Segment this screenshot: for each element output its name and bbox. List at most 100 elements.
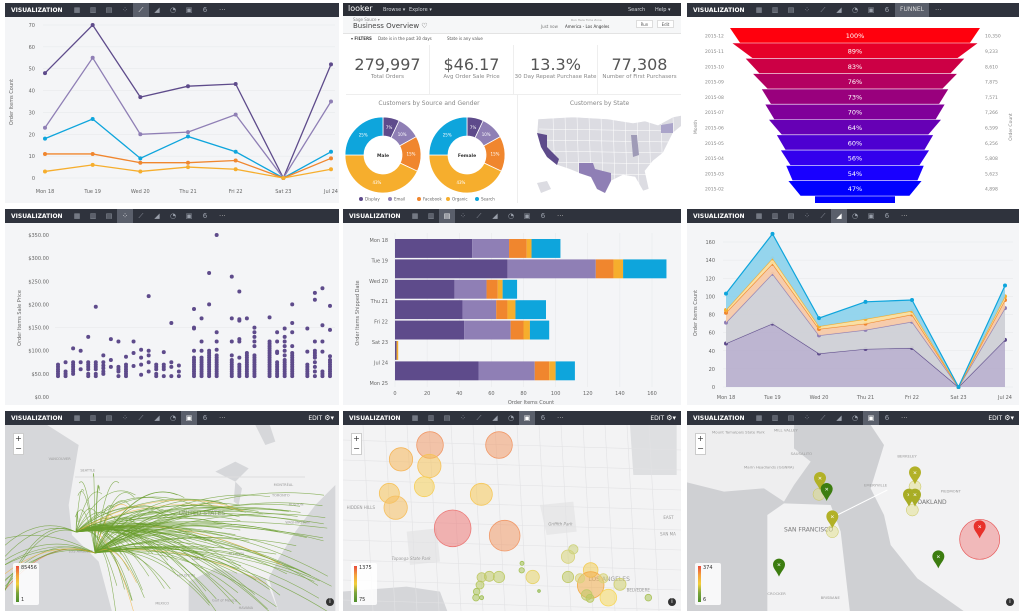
table-icon[interactable]: ▦	[73, 414, 81, 422]
zoom-in-button[interactable]: +	[697, 434, 704, 443]
single-value-icon[interactable]: 6	[540, 212, 546, 220]
bar-chart-icon[interactable]: ▤	[443, 414, 451, 422]
single-value-icon[interactable]: 6	[202, 414, 208, 422]
edit-button[interactable]: Edit	[657, 20, 674, 28]
table-icon[interactable]: ▦	[755, 212, 763, 220]
more-options-icon[interactable]: ···	[934, 6, 942, 14]
map-icon[interactable]: ▣	[185, 212, 193, 220]
column-chart-icon[interactable]: ▥	[89, 6, 97, 14]
table-icon[interactable]: ▦	[755, 6, 763, 14]
more-options-icon[interactable]: ···	[557, 414, 564, 422]
area-chart-icon[interactable]: ◢	[492, 414, 498, 422]
gear-icon[interactable]: ⚙▾	[1004, 414, 1014, 422]
info-icon[interactable]: i	[326, 598, 334, 606]
map-icon[interactable]: ▣	[863, 411, 879, 425]
more-options-icon[interactable]: ···	[557, 212, 564, 220]
filters-toggle[interactable]: ▾ FILTERS	[351, 36, 372, 41]
scatter-icon[interactable]: ⁘	[804, 6, 810, 14]
visualization-toggle[interactable]: VISUALIZATION	[349, 212, 401, 220]
column-chart-icon[interactable]: ▥	[89, 212, 97, 220]
line-chart-icon[interactable]: ⟋	[138, 211, 144, 220]
line-chart-icon[interactable]: ⟋	[820, 211, 826, 220]
map-icon[interactable]: ▣	[523, 212, 531, 220]
visualization-toggle[interactable]: VISUALIZATION	[11, 414, 63, 422]
single-value-icon[interactable]: 6	[884, 6, 890, 14]
table-icon[interactable]: ▦	[73, 212, 81, 220]
column-chart-icon[interactable]: ▥	[771, 414, 779, 422]
help-menu[interactable]: Help ▾	[655, 7, 671, 13]
info-icon[interactable]: i	[1006, 598, 1014, 606]
visualization-toggle[interactable]: VISUALIZATION	[693, 212, 745, 220]
browse-menu[interactable]: Browse ▾	[383, 7, 406, 13]
pie-chart-icon[interactable]: ◔	[507, 212, 515, 220]
pie-chart-icon[interactable]: ◔	[507, 414, 515, 422]
map-icon[interactable]: ▣	[185, 6, 193, 14]
zoom-in-button[interactable]: +	[15, 434, 22, 443]
line-chart-icon[interactable]: ⟋	[820, 5, 826, 14]
edit-settings-button[interactable]: EDIT	[308, 414, 323, 422]
run-button[interactable]: Run	[636, 20, 653, 28]
pie-chart-icon[interactable]: ◔	[851, 212, 859, 220]
edit-settings-button[interactable]: EDIT	[650, 414, 665, 422]
more-options-icon[interactable]: ···	[219, 212, 226, 220]
visualization-toggle[interactable]: VISUALIZATION	[11, 6, 63, 14]
explore-menu[interactable]: Explore ▾	[409, 7, 432, 13]
visualization-toggle[interactable]: VISUALIZATION	[11, 212, 63, 220]
area-chart-icon[interactable]: ◢	[492, 212, 498, 220]
line-chart-icon[interactable]: ⟋	[476, 413, 482, 422]
bar-chart-icon[interactable]: ▤	[787, 6, 795, 14]
scatter-icon[interactable]: ⁘	[460, 212, 466, 220]
single-value-icon[interactable]: 6	[884, 414, 890, 422]
scatter-icon[interactable]: ⁘	[122, 414, 128, 422]
sf-pin-map[interactable]: Mount Tamalpais State Park MILL VALLEY Mar…	[687, 425, 1019, 611]
table-icon[interactable]: ▦	[411, 414, 419, 422]
zoom-out-button[interactable]: −	[15, 444, 22, 453]
table-icon[interactable]: ▦	[755, 414, 763, 422]
single-value-icon[interactable]: 6	[202, 6, 208, 14]
column-chart-icon[interactable]: ▥	[427, 414, 435, 422]
visualization-toggle[interactable]: VISUALIZATION	[693, 414, 745, 422]
pie-chart-icon[interactable]: ◔	[851, 414, 859, 422]
scatter-icon[interactable]: ⁘	[804, 212, 810, 220]
area-chart-icon[interactable]: ◢	[836, 6, 842, 14]
bar-chart-icon[interactable]: ▤	[787, 414, 795, 422]
map-icon[interactable]: ▣	[181, 411, 197, 425]
more-options-icon[interactable]: ···	[219, 414, 226, 422]
pie-chart-icon[interactable]: ◔	[169, 6, 177, 14]
single-value-icon[interactable]: 6	[884, 212, 890, 220]
pie-chart-icon[interactable]: ◔	[169, 414, 177, 422]
map-icon[interactable]: ▣	[867, 212, 875, 220]
more-options-icon[interactable]: ···	[219, 6, 226, 14]
area-chart-icon[interactable]: ◢	[154, 212, 160, 220]
bar-chart-icon[interactable]: ▤	[439, 209, 455, 223]
map-icon[interactable]: ▣	[519, 411, 535, 425]
pie-chart-icon[interactable]: ◔	[851, 6, 859, 14]
table-icon[interactable]: ▦	[411, 212, 419, 220]
bar-chart-icon[interactable]: ▤	[105, 6, 113, 14]
column-chart-icon[interactable]: ▥	[771, 212, 779, 220]
filter-state[interactable]: State is any value	[447, 36, 483, 41]
area-chart-icon[interactable]: ◢	[154, 6, 160, 14]
scatter-icon[interactable]: ⁘	[122, 6, 128, 14]
scatter-icon[interactable]: ⁘	[804, 414, 810, 422]
zoom-out-button[interactable]: −	[697, 444, 704, 453]
scatter-icon[interactable]: ⁘	[460, 414, 466, 422]
funnel-tab[interactable]: FUNNEL	[895, 3, 929, 17]
zoom-in-button[interactable]: +	[353, 434, 360, 443]
line-chart-icon[interactable]: ⟋	[133, 3, 149, 17]
column-chart-icon[interactable]: ▥	[427, 212, 435, 220]
map-icon[interactable]: ▣	[867, 6, 875, 14]
edit-settings-button[interactable]: EDIT	[988, 414, 1003, 422]
more-options-icon[interactable]: ···	[901, 414, 908, 422]
line-chart-icon[interactable]: ⟋	[138, 413, 144, 422]
line-chart-icon[interactable]: ⟋	[820, 413, 826, 422]
table-icon[interactable]: ▦	[73, 6, 81, 14]
routes-map[interactable]: VANCOUVER SEATTLE MONTRÉAL TORONTO BOSTON WAS…	[5, 425, 339, 611]
timezone-select[interactable]: America - Los Angeles	[565, 24, 610, 29]
single-value-icon[interactable]: 6	[202, 212, 208, 220]
gear-icon[interactable]: ⚙▾	[324, 414, 334, 422]
more-options-icon[interactable]: ···	[901, 212, 908, 220]
line-chart-icon[interactable]: ⟋	[476, 211, 482, 220]
area-chart-icon[interactable]: ◢	[831, 209, 847, 223]
column-chart-icon[interactable]: ▥	[89, 414, 97, 422]
